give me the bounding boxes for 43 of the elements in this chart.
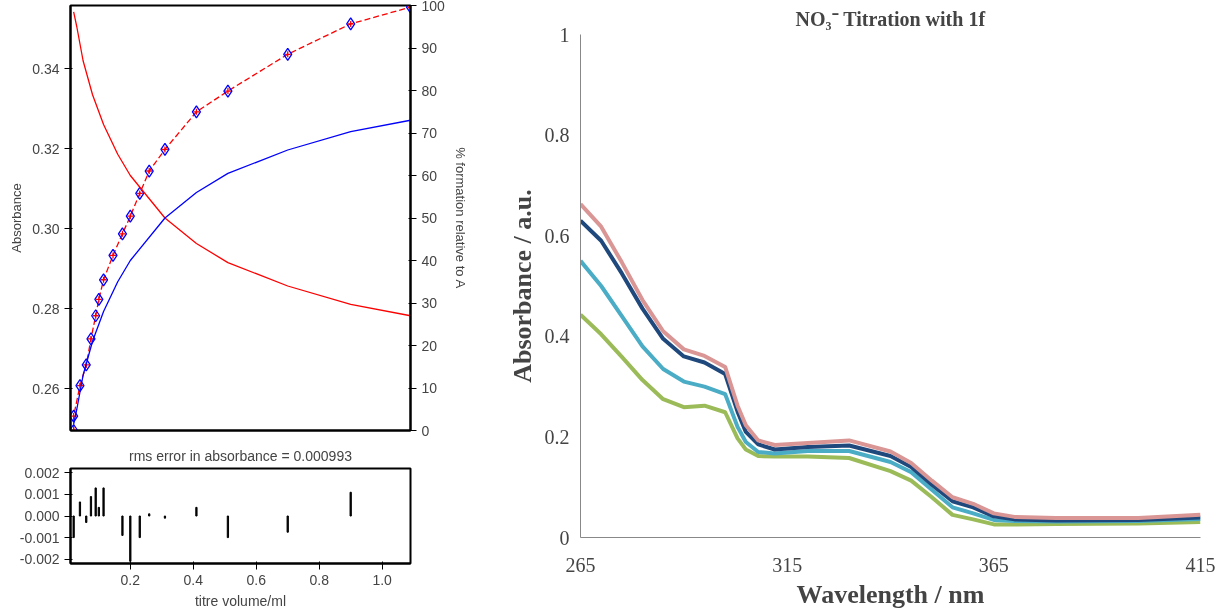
y-tick-label: 0.000 xyxy=(24,508,60,524)
y-tick-label: 0.6 xyxy=(544,224,570,247)
y2-tick-label: 100 xyxy=(421,0,446,14)
y-tick-label: 0.8 xyxy=(544,124,570,147)
y-tick-label: 1 xyxy=(559,23,570,46)
y-tick-label: 0.001 xyxy=(24,486,60,503)
x-axis-title: titre volume/ml xyxy=(194,592,287,609)
x-tick-label: 0.2 xyxy=(120,571,141,588)
x-tick-label: 1.0 xyxy=(372,571,393,588)
y-tick-label: 0.4 xyxy=(544,325,570,348)
chart-title: NO₃⁻ Titration with 1f xyxy=(795,7,986,30)
y-tick-label: 0.002 xyxy=(24,464,60,481)
y2-tick-label: 80 xyxy=(421,82,438,99)
y2-tick-label: 50 xyxy=(421,210,438,226)
y-tick-label: -0.002 xyxy=(19,551,60,568)
y-tick-label: 0 xyxy=(559,526,570,549)
y2-tick-label: 30 xyxy=(421,295,438,311)
y2-tick-label: 10 xyxy=(421,380,438,396)
y-tick-label: -0.001 xyxy=(19,529,60,546)
y-tick-label: 0.32 xyxy=(32,140,60,157)
y2-tick-label: 40 xyxy=(421,252,438,269)
y-tick-label: 0.30 xyxy=(32,220,60,237)
y-tick-label: 0.2 xyxy=(544,425,570,448)
x-tick-label: 265 xyxy=(565,553,596,576)
y-tick-label: 0.34 xyxy=(32,60,60,77)
x-tick-label: 0.4 xyxy=(183,571,204,588)
chart-title: rms error in absorbance = 0.000993 xyxy=(129,447,353,464)
y2-tick-label: 90 xyxy=(421,40,438,56)
y2-axis-title: % formation relative to A xyxy=(452,147,468,289)
x-tick-label: 415 xyxy=(1185,553,1216,576)
x-tick-label: 0.8 xyxy=(309,571,330,588)
y-axis-title: Absorbance xyxy=(9,183,25,253)
x-tick-label: 315 xyxy=(772,553,803,576)
y2-tick-label: 20 xyxy=(421,337,438,354)
y2-tick-label: 0 xyxy=(421,422,430,439)
x-tick-label: 0.6 xyxy=(246,571,267,588)
y2-tick-label: 60 xyxy=(421,167,438,184)
y2-tick-label: 70 xyxy=(421,125,438,141)
y-tick-label: 0.26 xyxy=(32,380,60,397)
y-tick-label: 0.28 xyxy=(32,300,60,317)
x-axis-title: Wavelength / nm xyxy=(796,579,985,609)
x-tick-label: 365 xyxy=(978,553,1009,576)
y-axis-title: Absorbance / a.u. xyxy=(507,189,537,383)
